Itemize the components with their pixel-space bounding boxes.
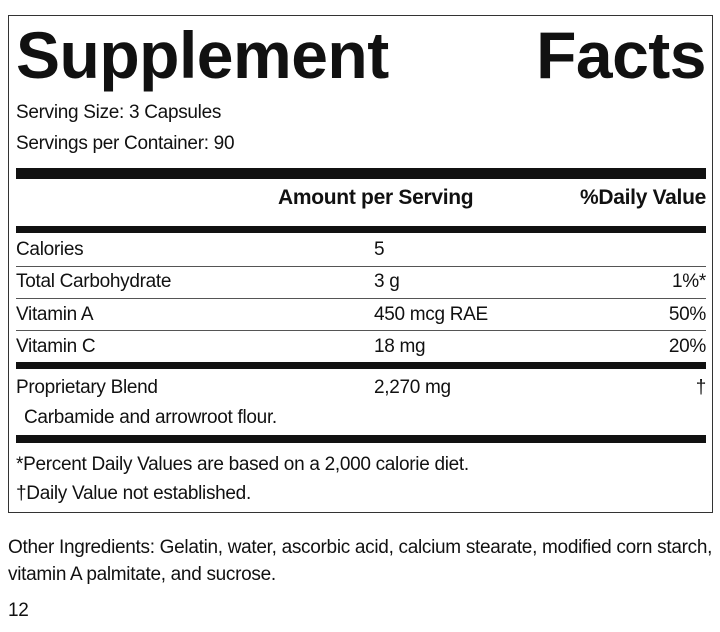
page-number: 12 [8,600,29,621]
servings-per-container: Servings per Container: 90 [16,133,235,154]
nutrient-daily-value: 20% [668,336,706,357]
nutrient-name: Calories [16,239,84,260]
footnote: *Percent Daily Values are based on a 2,0… [16,454,469,475]
facts-box [8,15,713,513]
nutrient-amount: 3 g [374,271,400,292]
daily-value-header: %Daily Value [580,186,706,209]
nutrient-name: Total Carbohydrate [16,271,172,292]
blend-daily-value: † [695,377,707,398]
title: Supplement Facts [16,18,707,92]
blend-description: Carbamide and arrowroot flour. [24,407,277,428]
nutrient-name: Vitamin C [16,336,96,357]
other-ingredients: Other Ingredients: Gelatin, water, ascor… [8,537,713,585]
medium-rule [16,435,706,443]
nutrient-daily-value: 50% [668,304,706,325]
blend-amount: 2,270 mg [374,377,451,398]
nutrient-amount: 18 mg [374,336,426,357]
row-rule [16,330,706,331]
row-rule [16,266,706,267]
blend-name: Proprietary Blend [16,377,158,398]
nutrient-amount: 450 mcg RAE [374,304,488,325]
footnote: †Daily Value not established. [16,483,251,504]
medium-rule [16,362,706,369]
medium-rule [16,226,706,233]
row-rule [16,298,706,299]
thick-rule [16,168,706,179]
serving-size: Serving Size: 3 Capsules [16,102,222,123]
amount-header: Amount per Serving [278,186,474,209]
nutrient-name: Vitamin A [16,304,94,325]
nutrient-daily-value: 1%* [672,271,706,292]
nutrient-amount: 5 [374,239,385,260]
